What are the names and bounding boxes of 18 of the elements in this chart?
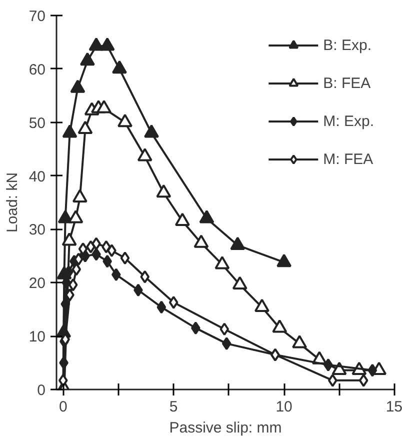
y-tick-label: 0 <box>37 382 46 399</box>
y-tick-label: 60 <box>28 61 46 78</box>
y-tick-label: 30 <box>28 222 46 239</box>
x-tick-label: 10 <box>276 398 292 416</box>
x-tick-label: 15 <box>386 398 402 416</box>
y-tick-label: 70 <box>28 8 46 25</box>
y-tick-label: 50 <box>28 114 46 132</box>
x-tick-label: 5 <box>169 398 178 416</box>
legend-label: M: FEA <box>323 150 374 168</box>
y-tick-label: 10 <box>28 328 46 346</box>
y-tick-label: 40 <box>28 168 46 186</box>
legend-label: M: Exp. <box>323 112 374 130</box>
legend-label: B: Exp. <box>323 36 372 54</box>
y-axis-title: Load: kN <box>4 172 21 233</box>
x-tick-label: 0 <box>58 398 68 416</box>
legend-label: B: FEA <box>323 74 371 92</box>
y-tick-label: 20 <box>28 275 46 292</box>
x-axis-title: Passive slip: mm <box>169 420 282 436</box>
